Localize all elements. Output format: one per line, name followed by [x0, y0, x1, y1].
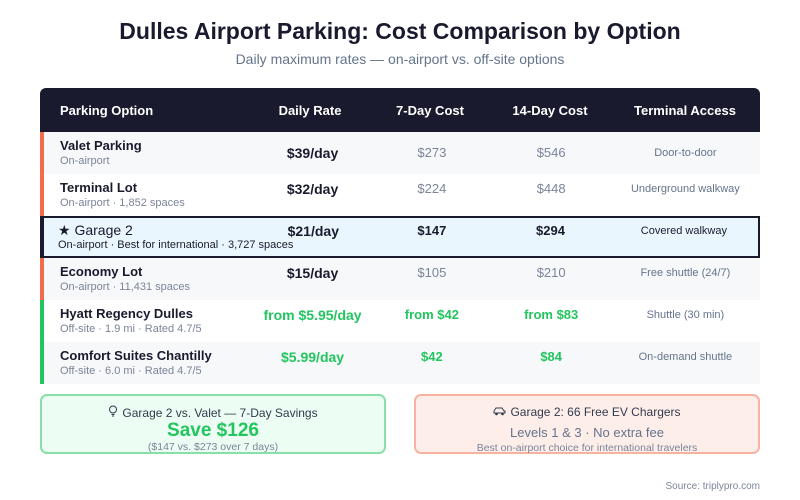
- column-header-14day: 14-Day Cost: [512, 102, 588, 118]
- page-title: Dulles Airport Parking: Cost Comparison …: [119, 18, 681, 44]
- column-header-7day: 7-Day Cost: [396, 102, 464, 118]
- option-meta: On-airport · 1,852 spaces: [60, 197, 185, 209]
- option-meta: Off-site · 1.9 mi · Rated 4.7/5: [60, 323, 202, 335]
- table-row-valet: Valet Parking On-airport $39/day $273 $54…: [40, 132, 760, 174]
- daily-rate: from $5.95/day: [263, 307, 362, 323]
- daily-rate: $21/day: [287, 223, 339, 239]
- ev-chargers-callout: Garage 2: 66 Free EV Chargers Levels 1 &…: [414, 394, 760, 454]
- comparison-table: Parking Option Daily Rate 7-Day Cost 14-…: [40, 88, 760, 384]
- 14day-cost: $294: [536, 223, 565, 238]
- column-header-option: Parking Option: [60, 102, 154, 118]
- savings-detail: ($147 vs. $273 over 7 days): [147, 441, 279, 453]
- savings-amount: Save $126: [167, 420, 259, 441]
- daily-rate: $5.99/day: [281, 349, 345, 365]
- option-meta: On-airport · Best for international · 3,…: [58, 239, 294, 251]
- table-row-economy-lot: Economy Lot On-airport · 11,431 spaces $1…: [40, 258, 760, 300]
- savings-heading: Garage 2 vs. Valet — 7-Day Savings: [122, 406, 318, 420]
- daily-rate: $15/day: [286, 265, 339, 281]
- 14day-cost: $84: [540, 349, 563, 364]
- 7day-cost: $273: [417, 145, 447, 160]
- column-header-access: Terminal Access: [634, 102, 736, 118]
- 7day-cost: $42: [421, 349, 443, 364]
- option-name: Comfort Suites Chantilly: [60, 348, 212, 363]
- table-row-comfort-suites: Comfort Suites Chantilly Off-site · 6.0 m…: [40, 342, 760, 384]
- lightbulb-icon: [108, 405, 118, 421]
- terminal-access: Free shuttle (24/7): [640, 267, 731, 279]
- option-name: Hyatt Regency Dulles: [60, 306, 193, 321]
- 7day-cost: $105: [417, 265, 447, 280]
- source-credit: Source: triplypro.com: [665, 481, 760, 492]
- ev-levels: Levels 1 & 3 · No extra fee: [510, 425, 664, 440]
- option-name: ★ Garage 2: [58, 222, 133, 238]
- option-meta: On-airport · 11,431 spaces: [60, 281, 191, 293]
- car-icon: [493, 406, 506, 420]
- option-meta: On-airport: [60, 155, 110, 167]
- option-name: Economy Lot: [60, 264, 143, 279]
- savings-callout: Garage 2 vs. Valet — 7-Day Savings Save …: [40, 394, 386, 454]
- table-row-hyatt: Hyatt Regency Dulles Off-site · 1.9 mi · …: [40, 300, 760, 342]
- daily-rate: $32/day: [286, 181, 339, 197]
- terminal-access: Underground walkway: [630, 183, 740, 195]
- ev-detail: Best on-airport choice for international…: [476, 442, 698, 454]
- option-meta: Off-site · 6.0 mi · Rated 4.7/5: [60, 365, 202, 377]
- option-name: Terminal Lot: [60, 180, 138, 195]
- 7day-cost: $147: [417, 223, 447, 238]
- table-row-garage-2: ★ Garage 2 On-airport · Best for internat…: [40, 216, 760, 258]
- option-name: Valet Parking: [60, 138, 142, 153]
- 7day-cost: $224: [417, 181, 447, 196]
- 14day-cost: $546: [536, 145, 566, 160]
- terminal-access: Covered walkway: [640, 225, 727, 237]
- 14day-cost: $448: [536, 181, 566, 196]
- page-subtitle: Daily maximum rates — on-airport vs. off…: [235, 51, 565, 67]
- 7day-cost: from $42: [404, 307, 459, 322]
- table-header: Parking Option Daily Rate 7-Day Cost 14-…: [40, 88, 760, 132]
- terminal-access: Door-to-door: [654, 147, 717, 159]
- 14day-cost: $210: [536, 265, 566, 280]
- 14day-cost: from $83: [524, 307, 579, 322]
- column-header-daily: Daily Rate: [278, 102, 342, 118]
- terminal-access: Shuttle (30 min): [646, 309, 725, 321]
- ev-heading: Garage 2: 66 Free EV Chargers: [510, 405, 681, 419]
- daily-rate: $39/day: [286, 145, 339, 161]
- terminal-access: On-demand shuttle: [638, 351, 733, 363]
- table-row-terminal-lot: Terminal Lot On-airport · 1,852 spaces $3…: [40, 174, 760, 216]
